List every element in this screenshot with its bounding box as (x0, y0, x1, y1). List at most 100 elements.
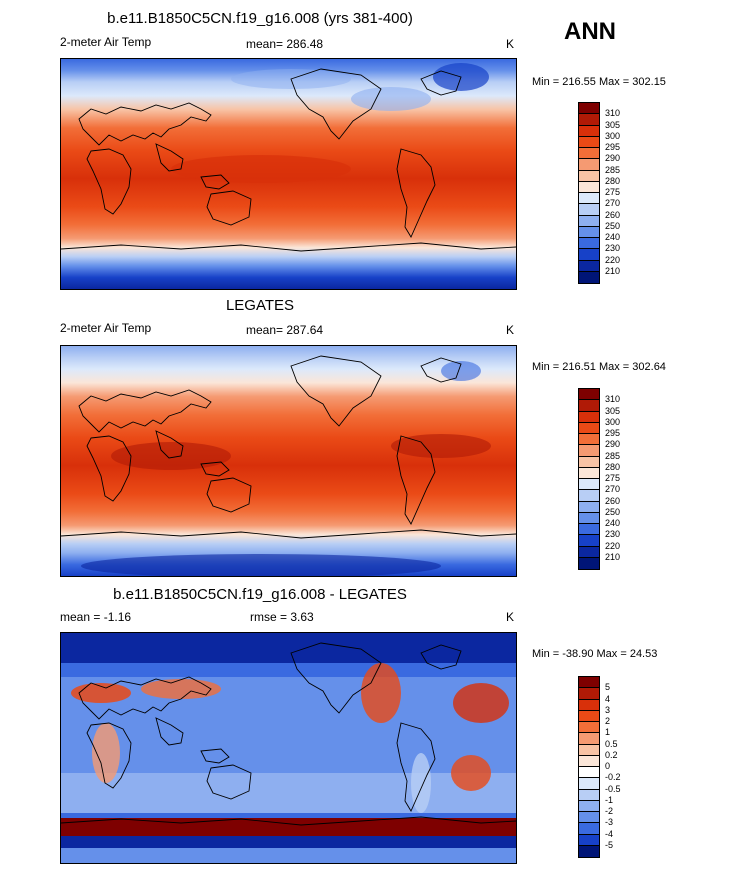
colorbar-box (579, 434, 599, 446)
variable-label: 2-meter Air Temp (60, 321, 152, 335)
colorbar-tick-label: 240 (605, 232, 621, 242)
colorbar-tick-label: 280 (605, 461, 621, 472)
colorbar-tick-label: 310 (605, 108, 621, 119)
mean-label: mean= 287.64 (246, 323, 324, 337)
colorbar-box (579, 733, 599, 745)
colorbar-tick-label: 285 (605, 450, 621, 461)
colorbar-labels: 5 4 3 2 1 0.5 0.2 0 -0.2 -0.5 -1 -2 -3 -4 -5 (605, 676, 645, 856)
colorbar-box (579, 271, 599, 283)
colorbar-tick-label: 250 (605, 220, 621, 231)
map-svg (61, 633, 516, 863)
colorbar-tick-label: 300 (605, 130, 621, 141)
min-max-label: Min = 216.51 Max = 302.64 (532, 361, 666, 373)
variable-label: 2-meter Air Temp (60, 35, 152, 49)
colorbar-box (579, 467, 599, 479)
colorbar-labels: 310 305 300 295 290 285 280 275 270 260 250 240 230 2… (605, 388, 645, 568)
colorbar-box (579, 501, 599, 513)
colorbar-tick-label: 310 (605, 394, 621, 405)
colorbar-tick-label: 220 (605, 540, 621, 551)
temperature-map (60, 58, 517, 290)
colorbar-box (579, 688, 599, 700)
colorbar (578, 102, 600, 284)
colorbar-box (579, 778, 599, 790)
colorbar-box (579, 557, 599, 569)
map-svg (61, 59, 516, 289)
colorbar-box (579, 170, 599, 182)
colorbar-box (579, 125, 599, 137)
colorbar-tick-label: 210 (605, 265, 621, 276)
colorbar-tick-label: 300 (605, 416, 621, 427)
colorbar-box (579, 181, 599, 193)
panel-title: b.e11.B1850C5CN.f19_g16.008 - LEGATES (113, 586, 407, 603)
colorbar-tick-label: 290 (605, 439, 621, 450)
colorbar-tick-label: 210 (605, 551, 621, 562)
units-label: K (506, 610, 515, 624)
colorbar-box (579, 226, 599, 238)
colorbar-tick-label: -5 (605, 839, 614, 850)
colorbar (578, 676, 600, 858)
colorbar-tick-label: 0.2 (605, 749, 618, 760)
rmse-label: rmse = 3.63 (250, 610, 314, 624)
panel-title: b.e11.B1850C5CN.f19_g16.008 (yrs 381-400… (107, 10, 413, 27)
colorbar-tick-label: 230 (605, 529, 621, 540)
colorbar-tick-label: 295 (605, 142, 621, 152)
colorbar-tick-label: 4 (605, 693, 611, 704)
colorbar-tick-label: 0 (605, 761, 611, 771)
colorbar-box (579, 215, 599, 227)
colorbar-tick-label: 295 (605, 428, 621, 438)
colorbar-box (579, 103, 599, 115)
colorbar-box (579, 114, 599, 126)
panel-title: LEGATES (225, 297, 295, 314)
colorbar-tick-label: 275 (605, 187, 621, 197)
mean-label: mean = -1.16 (60, 610, 132, 624)
colorbar-box (579, 755, 599, 767)
colorbar-box (579, 400, 599, 412)
colorbar-box (579, 456, 599, 468)
colorbar-tick-label: 260 (605, 495, 621, 506)
colorbar-tick-label: -0.2 (605, 772, 621, 783)
colorbar-box (579, 512, 599, 524)
colorbar-box (579, 136, 599, 148)
colorbar-box (579, 722, 599, 734)
colorbar-box (579, 445, 599, 457)
units-label: K (506, 323, 515, 337)
colorbar-box (579, 249, 599, 261)
colorbar-box (579, 524, 599, 536)
colorbar-tick-label: 220 (605, 254, 621, 265)
colorbar-box (579, 789, 599, 801)
colorbar-box (579, 744, 599, 756)
colorbar-tick-label: 2 (605, 716, 611, 726)
colorbar-tick-label: 285 (605, 164, 621, 175)
colorbar-box (579, 845, 599, 857)
colorbar-tick-label: -2 (605, 806, 614, 816)
colorbar-tick-label: 290 (605, 153, 621, 164)
colorbar-tick-label: 275 (605, 473, 621, 483)
colorbar-box (579, 422, 599, 434)
colorbar-box (579, 479, 599, 491)
colorbar-box (579, 767, 599, 779)
colorbar-tick-label: -0.5 (605, 783, 621, 794)
colorbar-tick-label: 240 (605, 518, 621, 528)
colorbar-box (579, 159, 599, 171)
season-label: ANN (564, 18, 616, 45)
colorbar (578, 388, 600, 570)
colorbar-tick-label: 250 (605, 506, 621, 517)
colorbar-box (579, 800, 599, 812)
min-max-label: Min = -38.90 Max = 24.53 (532, 648, 658, 660)
colorbar-box (579, 834, 599, 846)
colorbar-tick-label: 230 (605, 243, 621, 254)
mean-label: mean= 286.48 (246, 37, 324, 51)
colorbar-box (579, 193, 599, 205)
colorbar-box (579, 546, 599, 558)
colorbar-tick-label: 305 (605, 119, 621, 130)
units-label: K (506, 37, 515, 51)
colorbar-tick-label: -1 (605, 794, 614, 805)
colorbar-box (579, 812, 599, 824)
colorbar-box (579, 710, 599, 722)
colorbar-box (579, 677, 599, 689)
colorbar-box (579, 490, 599, 502)
colorbar-box (579, 699, 599, 711)
colorbar-box (579, 204, 599, 216)
colorbar-tick-label: 270 (605, 484, 621, 495)
colorbar-box (579, 411, 599, 423)
